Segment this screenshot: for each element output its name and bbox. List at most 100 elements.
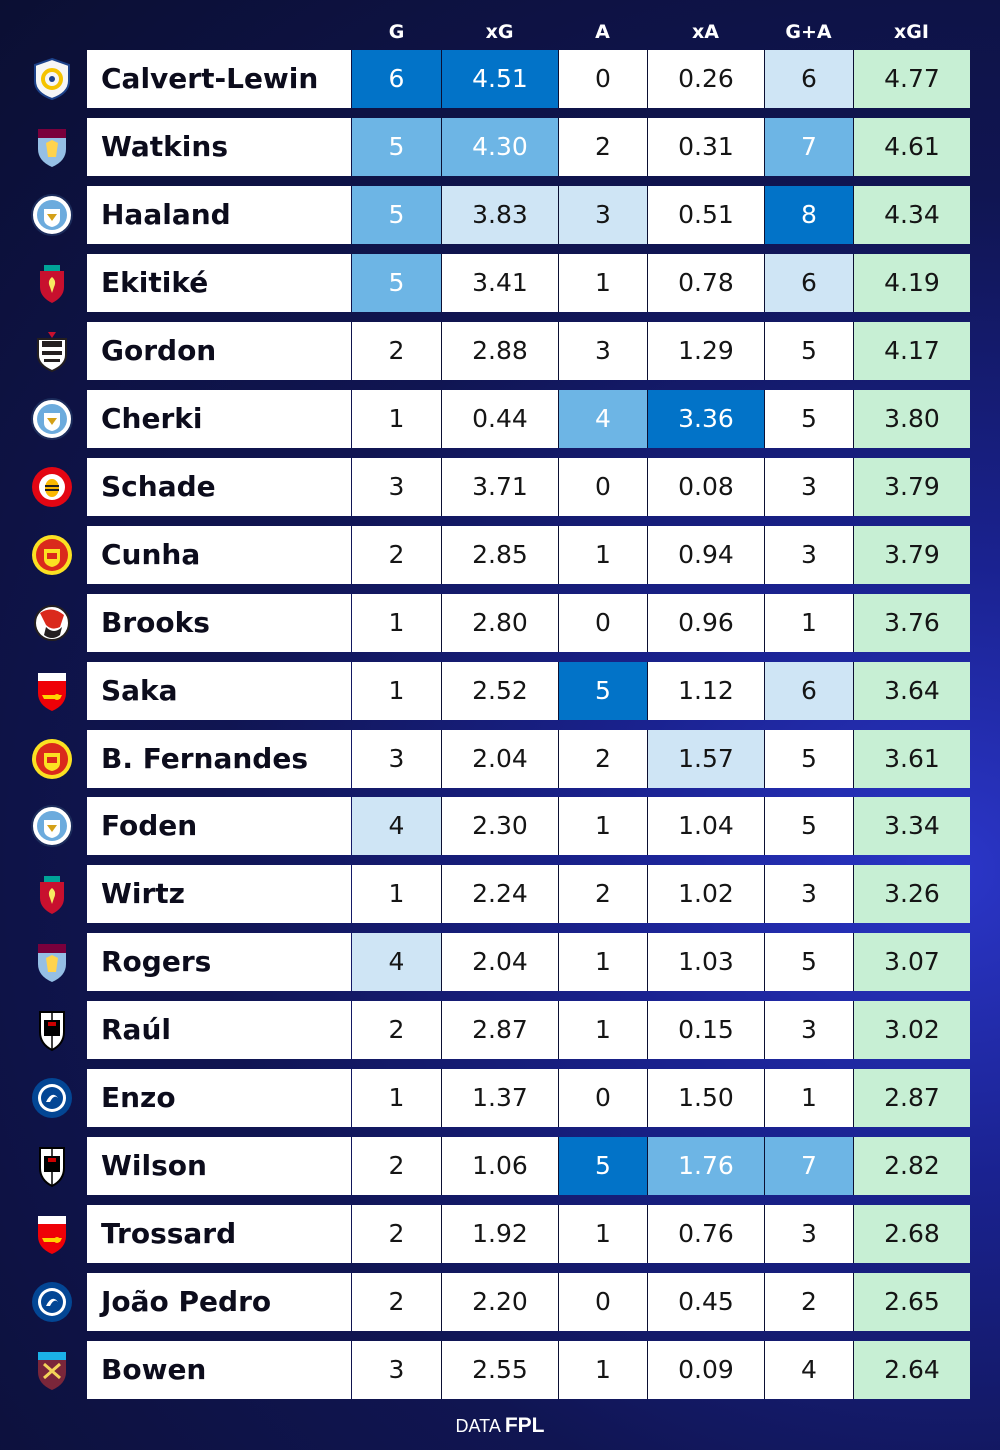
player-name: Saka — [87, 662, 351, 720]
cell-g: 2 — [352, 1137, 441, 1195]
cell-a: 2 — [558, 865, 647, 923]
cell-g: 2 — [352, 1001, 441, 1059]
cell-g: 2 — [352, 1273, 441, 1331]
player-name: Foden — [87, 797, 351, 855]
cell-xa: 0.78 — [647, 254, 764, 312]
cell-g: 3 — [352, 458, 441, 516]
column-header-xa: xA — [692, 21, 719, 43]
cell-a: 1 — [558, 526, 647, 584]
table-row: Raúl 2 2.87 1 0.15 3 3.02 — [0, 1001, 1000, 1059]
table-row: Saka 1 2.52 5 1.12 6 3.64 — [0, 662, 1000, 720]
cell-xa: 0.26 — [647, 50, 764, 108]
cell-a: 3 — [558, 322, 647, 380]
cell-g: 1 — [352, 594, 441, 652]
cell-xg: 2.55 — [441, 1341, 558, 1399]
cell-xa: 0.31 — [647, 118, 764, 176]
cell-xg: 2.20 — [441, 1273, 558, 1331]
cell-a: 0 — [558, 50, 647, 108]
cell-ga: 4 — [764, 1341, 853, 1399]
cell-a: 2 — [558, 118, 647, 176]
cell-ga: 5 — [764, 797, 853, 855]
cell-ga: 3 — [764, 865, 853, 923]
cell-ga: 3 — [764, 458, 853, 516]
cell-xgi: 4.77 — [853, 50, 970, 108]
player-name: Wilson — [87, 1137, 351, 1195]
cell-g: 2 — [352, 1205, 441, 1263]
man-city-crest-icon — [30, 397, 74, 441]
cell-xgi: 3.61 — [853, 730, 970, 788]
cell-g: 1 — [352, 1069, 441, 1127]
table-row: João Pedro 2 2.20 0 0.45 2 2.65 — [0, 1273, 1000, 1331]
player-name: Rogers — [87, 933, 351, 991]
player-name: Cherki — [87, 390, 351, 448]
cell-ga: 5 — [764, 390, 853, 448]
cell-xa: 0.08 — [647, 458, 764, 516]
table-row: Trossard 2 1.92 1 0.76 3 2.68 — [0, 1205, 1000, 1263]
cell-a: 1 — [558, 1341, 647, 1399]
cell-ga: 6 — [764, 50, 853, 108]
cell-ga: 5 — [764, 322, 853, 380]
cell-xa: 1.50 — [647, 1069, 764, 1127]
cell-a: 0 — [558, 458, 647, 516]
chelsea-crest-icon — [30, 1076, 74, 1120]
cell-g: 5 — [352, 254, 441, 312]
west-ham-crest-icon — [30, 1348, 74, 1392]
fulham-crest-icon — [30, 1008, 74, 1052]
newcastle-crest-icon — [30, 329, 74, 373]
cell-xgi: 3.64 — [853, 662, 970, 720]
column-header-xgi: xGI — [894, 21, 929, 43]
man-united-crest-icon — [30, 737, 74, 781]
column-header-xg: xG — [485, 21, 514, 43]
cell-g: 4 — [352, 797, 441, 855]
cell-xgi: 2.82 — [853, 1137, 970, 1195]
table-row: Rogers 4 2.04 1 1.03 5 3.07 — [0, 933, 1000, 991]
cell-xgi: 3.79 — [853, 458, 970, 516]
table-row: Enzo 1 1.37 0 1.50 1 2.87 — [0, 1069, 1000, 1127]
credit-prefix: DATA — [455, 1416, 500, 1436]
cell-xgi: 3.02 — [853, 1001, 970, 1059]
cell-ga: 5 — [764, 933, 853, 991]
liverpool-crest-icon — [30, 261, 74, 305]
cell-xg: 2.85 — [441, 526, 558, 584]
cell-a: 1 — [558, 1001, 647, 1059]
cell-xg: 3.71 — [441, 458, 558, 516]
cell-g: 4 — [352, 933, 441, 991]
data-source-credit: DATA FPL — [0, 1414, 1000, 1438]
cell-xg: 2.80 — [441, 594, 558, 652]
cell-a: 1 — [558, 1205, 647, 1263]
cell-xg: 2.87 — [441, 1001, 558, 1059]
player-name: Watkins — [87, 118, 351, 176]
cell-ga: 3 — [764, 1205, 853, 1263]
bournemouth-crest-icon — [30, 601, 74, 645]
table-row: Ekitiké 5 3.41 1 0.78 6 4.19 — [0, 254, 1000, 312]
table-row: B. Fernandes 3 2.04 2 1.57 5 3.61 — [0, 730, 1000, 788]
table-row: Haaland 5 3.83 3 0.51 8 4.34 — [0, 186, 1000, 244]
cell-a: 2 — [558, 730, 647, 788]
aston-villa-crest-icon — [30, 125, 74, 169]
aston-villa-crest-icon — [30, 940, 74, 984]
cell-xg: 3.83 — [441, 186, 558, 244]
cell-ga: 1 — [764, 594, 853, 652]
player-name: Trossard — [87, 1205, 351, 1263]
cell-xg: 2.88 — [441, 322, 558, 380]
cell-a: 0 — [558, 1069, 647, 1127]
cell-xa: 0.96 — [647, 594, 764, 652]
cell-g: 5 — [352, 118, 441, 176]
cell-ga: 2 — [764, 1273, 853, 1331]
cell-g: 6 — [352, 50, 441, 108]
liverpool-crest-icon — [30, 872, 74, 916]
arsenal-crest-icon — [30, 669, 74, 713]
cell-ga: 6 — [764, 254, 853, 312]
cell-xg: 2.04 — [441, 730, 558, 788]
cell-xg: 1.06 — [441, 1137, 558, 1195]
cell-xg: 4.51 — [441, 50, 558, 108]
cell-xgi: 3.07 — [853, 933, 970, 991]
cell-a: 1 — [558, 797, 647, 855]
table-row: Calvert-Lewin 6 4.51 0 0.26 6 4.77 — [0, 50, 1000, 108]
cell-xgi: 4.34 — [853, 186, 970, 244]
cell-xa: 0.09 — [647, 1341, 764, 1399]
cell-ga: 3 — [764, 526, 853, 584]
cell-xa: 0.45 — [647, 1273, 764, 1331]
cell-xa: 0.76 — [647, 1205, 764, 1263]
